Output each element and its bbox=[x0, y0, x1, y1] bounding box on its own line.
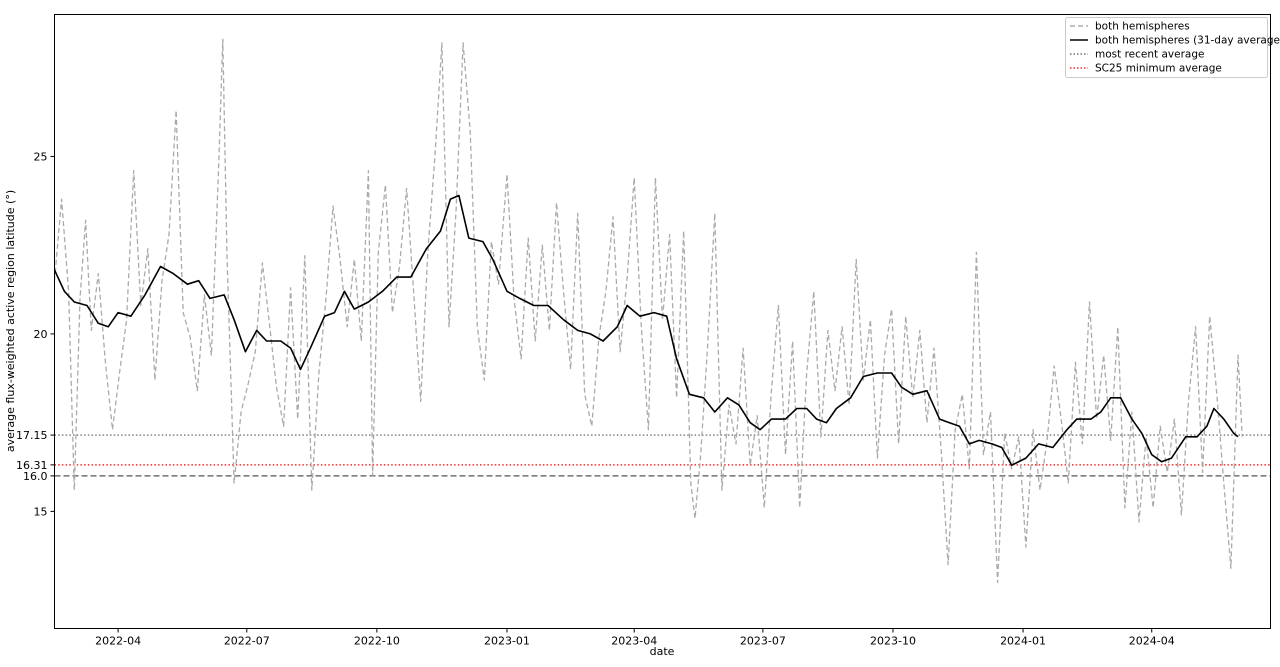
x-tick-label: 2024-04 bbox=[1129, 635, 1175, 648]
y-tick-label: 16.0 bbox=[23, 470, 48, 483]
legend-box bbox=[1065, 17, 1268, 78]
series-line-1 bbox=[53, 194, 1239, 466]
legend-label-series-1: both hemispheres (31-day average) bbox=[1095, 35, 1280, 47]
y-tick-label: 20 bbox=[34, 328, 48, 341]
y-axis-label: average flux-weighted active region lati… bbox=[4, 190, 17, 452]
x-tick-label: 2022-07 bbox=[224, 635, 270, 648]
legend-label-series-0: both hemispheres bbox=[1095, 21, 1190, 33]
series-line-0 bbox=[53, 38, 1243, 584]
x-axis-label: date bbox=[650, 645, 675, 658]
x-tick-label: 2022-04 bbox=[95, 635, 141, 648]
x-tick-label: 2023-04 bbox=[611, 635, 657, 648]
plot-frame bbox=[54, 14, 1271, 629]
x-tick-label: 2023-10 bbox=[870, 635, 916, 648]
x-tick-label: 2023-07 bbox=[740, 635, 786, 648]
legend-label-sc25-minimum: SC25 minimum average bbox=[1095, 63, 1222, 75]
x-tick-label: 2022-10 bbox=[354, 635, 400, 648]
y-tick-label: 15 bbox=[34, 505, 48, 518]
legend: both hemispheres both hemispheres (31-da… bbox=[1065, 17, 1280, 78]
x-tick-label: 2023-01 bbox=[484, 635, 530, 648]
y-tick-label: 17.15 bbox=[16, 429, 48, 442]
legend-label-recent-average: most recent average bbox=[1095, 49, 1204, 61]
y-tick-label: 25 bbox=[34, 150, 48, 163]
x-tick-label: 2024-01 bbox=[1000, 635, 1046, 648]
y-tick-label: 16.31 bbox=[16, 459, 48, 472]
